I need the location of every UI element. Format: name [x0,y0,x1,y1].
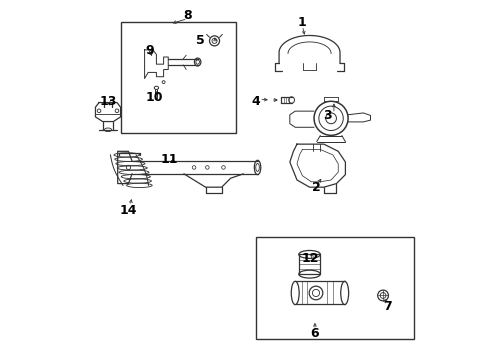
Text: 4: 4 [251,95,260,108]
Text: 7: 7 [383,300,392,313]
Text: 9: 9 [146,44,154,57]
Text: 10: 10 [146,91,163,104]
Text: 6: 6 [311,327,319,340]
Text: 13: 13 [99,95,117,108]
Text: 14: 14 [120,204,137,217]
Text: 2: 2 [312,181,320,194]
Text: 1: 1 [298,17,307,30]
Text: 5: 5 [196,33,204,47]
Text: 11: 11 [161,153,178,166]
Text: 3: 3 [323,109,332,122]
Text: 12: 12 [301,252,319,265]
Bar [122,22,236,134]
Bar [256,237,414,338]
Text: 8: 8 [183,9,192,22]
